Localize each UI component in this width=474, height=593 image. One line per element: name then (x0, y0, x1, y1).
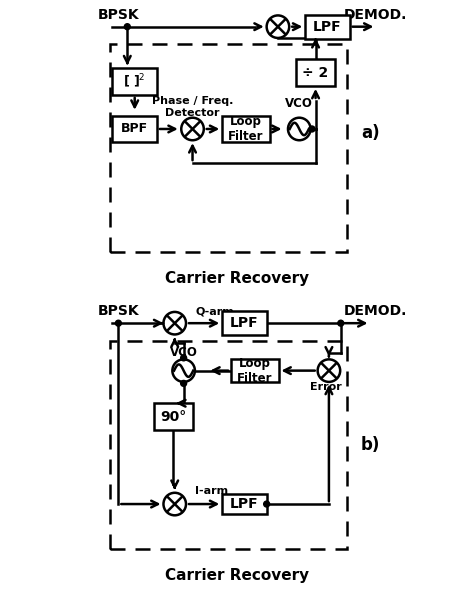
Circle shape (338, 320, 344, 326)
Text: 90°: 90° (160, 410, 186, 423)
Circle shape (181, 355, 187, 361)
Circle shape (267, 15, 289, 38)
Circle shape (288, 117, 310, 140)
Text: b): b) (361, 436, 380, 454)
Circle shape (124, 24, 130, 30)
Text: [ ]$^2$: [ ]$^2$ (123, 73, 146, 90)
Bar (109, 44, 346, 252)
Circle shape (181, 381, 187, 387)
Text: Phase / Freq.: Phase / Freq. (152, 96, 233, 106)
Bar (109, 341, 346, 549)
Bar (231, 359, 279, 382)
Text: BPSK: BPSK (98, 8, 139, 22)
Bar (222, 116, 270, 142)
Circle shape (318, 359, 340, 382)
Circle shape (309, 126, 315, 132)
Circle shape (164, 493, 186, 515)
Circle shape (173, 359, 195, 382)
Bar (154, 403, 192, 430)
Bar (112, 68, 157, 95)
Text: Error: Error (310, 382, 342, 392)
Bar (222, 493, 267, 514)
Text: Carrier Recovery: Carrier Recovery (165, 271, 309, 286)
Text: I-arm: I-arm (195, 486, 228, 496)
Text: VCO: VCO (170, 346, 198, 359)
Circle shape (164, 312, 186, 334)
Text: a): a) (361, 125, 380, 142)
Bar (305, 15, 350, 39)
Text: Q-arm: Q-arm (195, 307, 234, 316)
Text: Carrier Recovery: Carrier Recovery (165, 568, 309, 583)
Text: BPSK: BPSK (98, 304, 139, 318)
Text: Detector: Detector (165, 108, 220, 117)
Circle shape (264, 501, 270, 507)
Text: BPF: BPF (121, 123, 148, 135)
Text: DEMOD.: DEMOD. (344, 8, 407, 22)
Circle shape (181, 117, 204, 140)
Text: DEMOD.: DEMOD. (344, 304, 407, 318)
Text: LPF: LPF (230, 316, 259, 330)
Circle shape (116, 320, 121, 326)
Text: LPF: LPF (230, 497, 259, 511)
Bar (296, 59, 335, 86)
Text: Loop
Filter: Loop Filter (237, 356, 273, 385)
Text: Loop
Filter: Loop Filter (228, 115, 264, 143)
Text: VCO: VCO (285, 97, 313, 110)
Bar (222, 311, 267, 335)
Text: LPF: LPF (313, 20, 342, 34)
Bar (112, 116, 157, 142)
Text: ÷ 2: ÷ 2 (302, 66, 328, 79)
